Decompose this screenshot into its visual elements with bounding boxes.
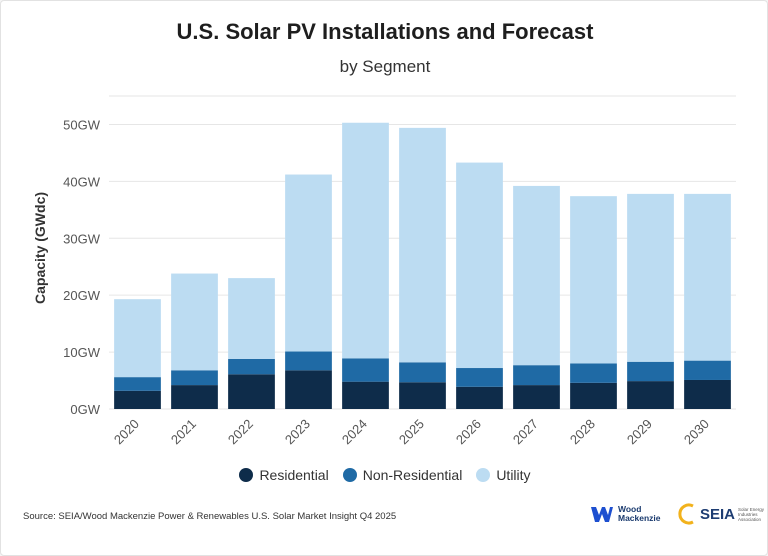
- x-tick-label: 2030: [681, 416, 712, 447]
- x-tick-label: 2027: [510, 416, 541, 447]
- bar-non-residential-2028: [570, 363, 617, 383]
- bar-utility-2026: [456, 162, 503, 369]
- bar-residential-2021: [171, 385, 218, 409]
- seia-tagline: Solar Energy Industries Association: [738, 506, 765, 522]
- y-axis-label: Capacity (GWdc): [32, 192, 48, 304]
- x-tick-label: 2023: [282, 416, 313, 447]
- legend-swatch: [476, 468, 491, 482]
- bar-residential-2030: [684, 379, 731, 409]
- bar-utility-2022: [228, 278, 275, 359]
- y-tick-label: 30GW: [63, 231, 101, 246]
- x-tick-label: 2022: [225, 416, 256, 447]
- bar-utility-2023: [285, 174, 332, 352]
- source-note: Source: SEIA/Wood Mackenzie Power & Rene…: [23, 511, 397, 522]
- x-tick-label: 2026: [453, 416, 484, 447]
- bar-utility-2030: [684, 193, 731, 361]
- bar-non-residential-2023: [285, 351, 332, 371]
- x-tick-label: 2024: [339, 416, 370, 447]
- bar-non-residential-2026: [456, 368, 503, 387]
- x-tick-label: 2029: [624, 416, 655, 447]
- y-tick-label: 20GW: [63, 288, 101, 303]
- bar-residential-2024: [342, 381, 389, 409]
- bar-residential-2020: [114, 390, 161, 409]
- bar-residential-2025: [399, 382, 446, 409]
- bar-non-residential-2029: [627, 361, 674, 382]
- chart-title: U.S. Solar PV Installations and Forecast: [176, 19, 594, 44]
- bar-non-residential-2022: [228, 358, 275, 375]
- bar-non-residential-2024: [342, 358, 389, 382]
- legend-label: Non-Residential: [362, 467, 463, 483]
- x-tick-label: 2025: [396, 416, 427, 447]
- bar-non-residential-2030: [684, 360, 731, 380]
- y-tick-label: 0GW: [70, 402, 100, 417]
- bar-non-residential-2025: [399, 362, 446, 383]
- bar-utility-2029: [627, 193, 674, 362]
- bar-utility-2020: [114, 299, 161, 378]
- bar-residential-2027: [513, 385, 560, 409]
- x-tick-label: 2021: [168, 416, 199, 447]
- chart-subtitle: by Segment: [339, 57, 431, 76]
- bar-residential-2026: [456, 386, 503, 409]
- legend-item-residential: Residential: [239, 467, 329, 483]
- bar-non-residential-2020: [114, 377, 161, 391]
- wood-mackenzie-line1: Wood: [618, 504, 642, 514]
- y-axis-ticks: 0GW 10GW 20GW 30GW 40GW 50GW: [63, 117, 101, 417]
- legend-label: Residential: [259, 467, 329, 483]
- bar-utility-2021: [171, 273, 218, 371]
- bar-non-residential-2021: [171, 370, 218, 386]
- x-tick-label: 2020: [111, 416, 142, 447]
- legend-swatch: [342, 468, 357, 482]
- bar-residential-2028: [570, 382, 617, 409]
- bar-residential-2023: [285, 370, 332, 409]
- seia-wordmark: SEIA: [700, 505, 736, 523]
- bar-utility-2027: [513, 185, 560, 366]
- wood-mackenzie-mark-icon: [591, 507, 613, 522]
- y-tick-label: 40GW: [63, 174, 101, 189]
- wood-mackenzie-logo: Wood Mackenzie: [591, 505, 661, 523]
- seia-logo: SEIA Solar Energy Industries Association: [677, 503, 766, 525]
- y-tick-label: 10GW: [63, 345, 101, 360]
- legend-swatch: [239, 468, 254, 482]
- bar-residential-2029: [627, 381, 674, 409]
- bar-utility-2028: [570, 196, 617, 364]
- legend-item-utility: Utility: [476, 467, 531, 483]
- seia-sun-icon: [678, 503, 694, 525]
- stacked-bar-chart: 0GW 10GW 20GW 30GW 40GW 50GW 2020 2021 2022 2023…: [32, 95, 736, 447]
- bars: [114, 122, 731, 409]
- bar-non-residential-2027: [513, 365, 560, 386]
- bar-utility-2024: [342, 122, 389, 359]
- legend-label: Utility: [496, 467, 531, 483]
- legend: Residential Non-Residential Utility: [1, 467, 768, 483]
- bar-residential-2022: [228, 374, 275, 409]
- x-tick-label: 2028: [567, 416, 598, 447]
- y-tick-label: 50GW: [63, 117, 101, 132]
- wood-mackenzie-line2: Mackenzie: [618, 513, 661, 523]
- bar-utility-2025: [399, 127, 446, 363]
- legend-item-non-residential: Non-Residential: [342, 467, 463, 483]
- x-axis-ticks: 2020 2021 2022 2023 2024 2025 2026 2027 2028 2029…: [111, 416, 712, 447]
